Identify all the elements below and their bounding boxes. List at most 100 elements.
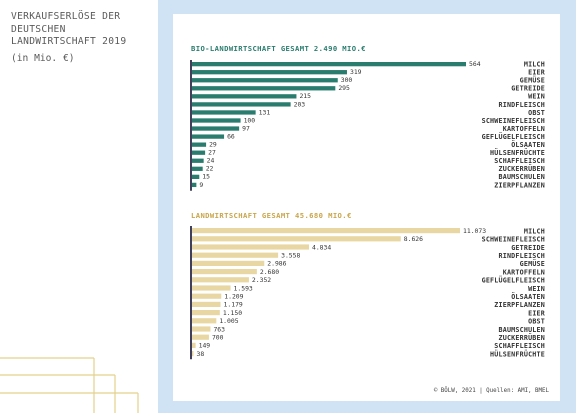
total-value-label: 4.834	[312, 243, 331, 251]
total-bar	[192, 318, 217, 324]
total-value-label: 2.680	[260, 268, 279, 276]
total-bar	[192, 334, 209, 340]
decorative-lines	[0, 357, 139, 413]
bio-value-label: 100	[244, 116, 256, 124]
total-value-label: 763	[213, 325, 225, 333]
bio-category-label: EIER	[528, 69, 546, 77]
total-category-label: ZIERPFLANZEN	[494, 301, 545, 309]
bio-bar	[192, 126, 240, 131]
unit-label: (in Mio. €)	[11, 53, 75, 64]
bio-category-label: ZIERPFLANZEN	[494, 181, 545, 189]
bio-bar	[192, 174, 200, 179]
bio-value-label: 97	[242, 124, 250, 132]
total-bar	[192, 310, 220, 316]
total-category-label: HÜLSENFRÜCHTE	[490, 349, 545, 358]
bio-bar	[192, 102, 291, 107]
source-note: © BÖLW, 2021 | Quellen: AMI, BMEL	[434, 387, 550, 394]
bio-bar	[192, 158, 204, 163]
total-category-label: GETREIDE	[511, 244, 545, 252]
bio-chart-title: BIO-LANDWIRTSCHAFT GESAMT 2.490 MIO.€	[191, 44, 366, 53]
total-chart: 11.073 MILCH 8.626 SCHWEINEFLEISCH 4.834 GETR…	[190, 226, 546, 360]
total-category-label: MILCH	[524, 227, 545, 235]
bio-value-label: 131	[259, 108, 271, 116]
total-category-label: ÖLSAATEN	[511, 292, 545, 301]
bio-bar	[192, 142, 207, 147]
total-category-label: OBST	[528, 318, 545, 326]
total-category-label: SCHAFFLEISCH	[494, 342, 545, 350]
total-value-label: 1.209	[224, 293, 243, 301]
bio-bar	[192, 134, 225, 139]
bio-value-label: 22	[206, 165, 214, 173]
total-category-label: GEMÜSE	[520, 259, 545, 268]
total-value-label: 1.179	[224, 301, 243, 309]
bio-category-label: GEFLÜGELFLEISCH	[482, 132, 545, 141]
bio-value-label: 300	[341, 76, 353, 84]
total-bar	[192, 269, 257, 275]
bio-category-label: SCHAFFLEISCH	[494, 157, 545, 165]
bio-category-label: OBST	[528, 109, 545, 117]
bio-bar	[192, 86, 336, 91]
total-bar	[192, 285, 231, 291]
total-value-label: 11.073	[463, 227, 486, 235]
total-category-label: BAUMSCHULEN	[499, 326, 546, 334]
total-bar	[192, 342, 196, 348]
bio-bar	[192, 62, 466, 67]
bio-category-label: ÖLSAATEN	[511, 140, 545, 149]
total-value-label: 8.626	[404, 235, 423, 243]
bio-category-label: WEIN	[528, 93, 545, 101]
total-bar	[192, 293, 222, 299]
bio-bar	[192, 182, 197, 188]
total-value-label: 2.986	[267, 260, 286, 268]
bio-value-label: 564	[469, 60, 481, 68]
bio-category-label: MILCH	[524, 61, 545, 69]
bio-value-label: 319	[350, 68, 362, 76]
bio-category-label: ZUCKERRÜBEN	[499, 164, 546, 173]
bio-value-label: 9	[199, 181, 203, 189]
bio-value-label: 29	[209, 141, 217, 149]
total-category-label: RINDFLEISCH	[499, 252, 546, 260]
bar-charts: BIO-LANDWIRTSCHAFT GESAMT 2.490 MIO.€ 56…	[190, 44, 550, 394]
total-category-label: KARTOFFELN	[503, 268, 545, 276]
bio-category-label: KARTOFFELN	[503, 125, 545, 133]
bio-bar	[192, 150, 206, 155]
chart-card: BIO-LANDWIRTSCHAFT GESAMT 2.490 MIO.€ 56…	[173, 14, 560, 401]
bio-bar	[192, 118, 241, 123]
total-bar	[192, 351, 194, 357]
bio-category-label: RINDFLEISCH	[499, 101, 546, 109]
total-bar	[192, 244, 309, 250]
bio-value-label: 295	[338, 84, 350, 92]
total-category-label: WEIN	[528, 285, 545, 293]
bio-bar	[192, 166, 203, 171]
total-category-label: EIER	[528, 309, 546, 317]
bio-value-label: 66	[227, 132, 235, 140]
bio-bar	[192, 70, 347, 75]
bio-category-label: SCHWEINEFLEISCH	[482, 117, 545, 125]
bio-category-label: GEMÜSE	[520, 76, 545, 85]
total-category-label: ZUCKERRÜBEN	[499, 333, 546, 342]
total-value-label: 2.352	[252, 276, 271, 284]
bio-bar	[192, 78, 338, 83]
page-title: VERKAUFSERLÖSE DER DEUTSCHEN LANDWIRTSCH…	[11, 11, 127, 47]
total-bar	[192, 260, 265, 266]
bio-value-label: 215	[299, 92, 311, 100]
total-bar	[192, 301, 221, 307]
total-value-label: 1.150	[223, 309, 242, 317]
total-value-label: 1.005	[219, 317, 238, 325]
total-bar	[192, 252, 279, 258]
total-value-label: 700	[212, 334, 224, 342]
bio-category-label: HÜLSENFRÜCHTE	[490, 148, 545, 157]
bio-bar	[192, 94, 297, 99]
total-category-label: SCHWEINEFLEISCH	[482, 236, 545, 244]
total-value-label: 149	[199, 342, 211, 350]
total-value-label: 38	[197, 350, 205, 358]
bio-value-label: 27	[208, 149, 216, 157]
total-value-label: 3.558	[281, 252, 300, 260]
total-chart-title: LANDWIRTSCHAFT GESAMT 45.680 MIO.€	[191, 211, 352, 220]
bio-bar	[192, 110, 256, 115]
bio-value-label: 15	[202, 173, 210, 181]
total-bar	[192, 228, 460, 234]
bio-value-label: 24	[207, 157, 215, 165]
bio-category-label: BAUMSCHULEN	[499, 173, 546, 181]
bio-chart: 564 MILCH 319 EIER 300 GEMÜSE 295 GETREIDE 215 WE…	[190, 60, 546, 191]
total-bar	[192, 326, 211, 332]
